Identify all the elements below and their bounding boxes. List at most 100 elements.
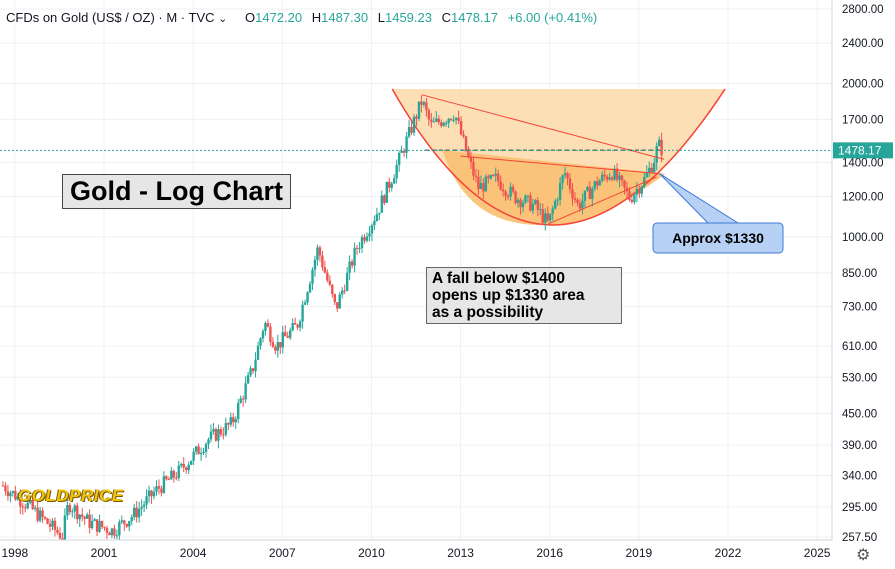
time-axis-bg xyxy=(0,540,895,569)
candle-body xyxy=(484,176,488,192)
candle-body xyxy=(249,368,252,376)
candle-body xyxy=(9,492,12,497)
candle-body xyxy=(529,195,532,211)
candle-body xyxy=(591,188,594,199)
candle-body xyxy=(558,182,562,200)
note-box[interactable]: A fall below $1400 opens up $1330 area a… xyxy=(426,267,622,324)
candle-body xyxy=(581,200,584,209)
candle-body xyxy=(313,259,317,270)
candle-body xyxy=(38,510,42,521)
candle-body xyxy=(189,460,193,465)
candle-body xyxy=(397,152,401,165)
trendline-top xyxy=(421,94,665,160)
candle-body xyxy=(568,178,572,190)
candle-body xyxy=(182,463,185,468)
candle-body xyxy=(81,514,84,517)
symbol-title[interactable]: CFDs on Gold (US$ / OZ) · M · TVC xyxy=(6,10,215,25)
candle-body xyxy=(217,429,220,441)
candle-body xyxy=(29,499,32,503)
y-tick-label-1: 295.00 xyxy=(842,502,877,514)
high-value: 1487.30 xyxy=(321,10,369,25)
candle-body xyxy=(415,116,418,119)
symbol-header[interactable]: CFDs on Gold (US$ / OZ) · M · TVC ⌄ O147… xyxy=(6,10,597,25)
candle-body xyxy=(212,429,215,432)
candle-body xyxy=(162,476,166,493)
candle-body xyxy=(469,156,473,163)
candle-body xyxy=(400,150,403,153)
candle-body xyxy=(204,444,208,452)
candle-body xyxy=(26,502,29,509)
candle-body xyxy=(427,110,431,120)
candle-body xyxy=(202,451,205,454)
candle-body xyxy=(452,119,455,121)
chart-title-box[interactable]: Gold - Log Chart xyxy=(62,174,291,209)
low-value: 1459.23 xyxy=(384,10,432,25)
candle-body xyxy=(363,237,366,241)
candle-body xyxy=(417,101,421,119)
candle-body xyxy=(16,496,20,500)
candle-body xyxy=(370,225,374,234)
close-label: C xyxy=(441,10,451,25)
y-tick-label-0: 257.50 xyxy=(842,532,877,544)
candle-body xyxy=(648,167,651,173)
candle-body xyxy=(135,507,138,518)
gear-icon[interactable]: ⚙ xyxy=(856,547,871,564)
candle-body xyxy=(33,507,37,509)
candle-body xyxy=(348,261,351,273)
x-tick-label-5: 2013 xyxy=(447,546,474,560)
candle-body xyxy=(492,175,495,177)
callout-label: Approx $1330 xyxy=(672,230,764,246)
candle-body xyxy=(596,181,599,186)
candle-body xyxy=(207,439,210,445)
candle-body xyxy=(244,383,247,400)
y-tick-label-10: 1200.00 xyxy=(842,191,884,203)
candle-body xyxy=(499,181,502,190)
candle-body xyxy=(140,506,143,509)
candle-body xyxy=(368,233,371,237)
y-tick-label-14: 2400.00 xyxy=(842,38,884,50)
candle-body xyxy=(534,200,537,204)
candle-body xyxy=(21,506,24,508)
candle-body xyxy=(56,529,59,533)
candle-body xyxy=(78,514,81,520)
candle-body xyxy=(261,330,265,339)
candle-body xyxy=(566,173,569,179)
candle-body xyxy=(375,214,379,222)
candle-body xyxy=(289,330,292,338)
candle-body xyxy=(350,261,354,266)
y-tick-label-3: 390.00 xyxy=(842,440,877,452)
candle-body xyxy=(586,187,589,191)
x-tick-label-9: 2025 xyxy=(804,546,831,560)
trendline-resistance xyxy=(460,155,660,175)
candle-body xyxy=(48,523,52,527)
candle-body xyxy=(380,195,384,213)
candle-body xyxy=(68,504,72,513)
y-tick-label-15: 2800.00 xyxy=(842,4,884,16)
chevron-down-icon[interactable]: ⌄ xyxy=(218,13,228,25)
candle-body xyxy=(482,183,485,192)
candle-body xyxy=(620,175,624,181)
candle-body xyxy=(341,290,344,295)
candle-body xyxy=(115,535,119,537)
candle-body xyxy=(588,187,592,199)
y-tick-label-2: 340.00 xyxy=(842,471,877,483)
candle-body xyxy=(571,189,574,199)
candle-body xyxy=(113,528,116,536)
candle-body xyxy=(494,173,497,176)
candle-body xyxy=(24,507,27,509)
candle-body xyxy=(103,526,106,528)
candle-body xyxy=(61,538,64,541)
candle-body xyxy=(608,177,611,180)
candle-body xyxy=(489,175,492,179)
candle-body xyxy=(301,304,304,322)
candle-body xyxy=(167,479,171,481)
candle-body xyxy=(43,517,47,519)
note-line-1: A fall below $1400 xyxy=(432,270,565,287)
candle-body xyxy=(613,168,616,180)
candle-body xyxy=(180,463,183,466)
candle-body xyxy=(578,202,582,209)
high-label: H xyxy=(311,10,322,25)
candle-body xyxy=(31,499,34,509)
